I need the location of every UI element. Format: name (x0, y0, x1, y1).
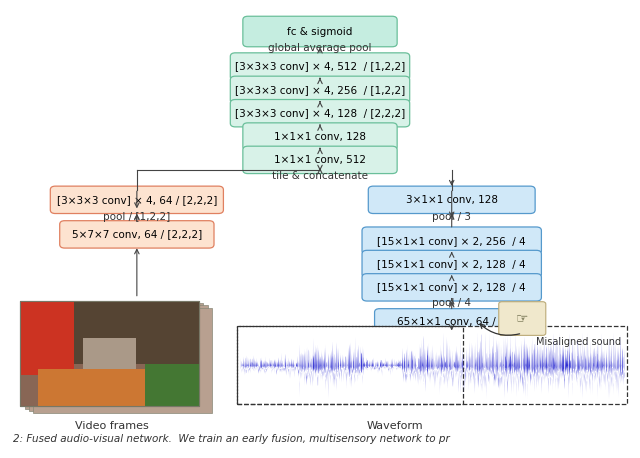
Bar (20, 301, 199, 406)
FancyBboxPatch shape (374, 309, 529, 336)
Text: [3×3×3 conv] × 4, 256  / [1,2,2]: [3×3×3 conv] × 4, 256 / [1,2,2] (235, 85, 405, 95)
Text: [15×1×1 conv] × 2, 128  / 4: [15×1×1 conv] × 2, 128 / 4 (378, 259, 526, 269)
Bar (33, 308, 212, 413)
Text: Video frames: Video frames (75, 421, 148, 431)
Text: pool / 4: pool / 4 (432, 298, 471, 308)
FancyBboxPatch shape (230, 53, 410, 80)
Text: Waveform: Waveform (367, 421, 424, 431)
Bar (29, 305, 208, 411)
Bar (20, 301, 199, 406)
FancyBboxPatch shape (51, 186, 223, 213)
FancyBboxPatch shape (368, 186, 535, 213)
FancyBboxPatch shape (230, 99, 410, 127)
Text: fc & sigmoid: fc & sigmoid (287, 27, 353, 37)
FancyBboxPatch shape (499, 302, 546, 335)
Bar (38, 369, 199, 406)
Text: 1×1×1 conv, 512: 1×1×1 conv, 512 (274, 155, 366, 165)
Text: ☞: ☞ (516, 311, 529, 326)
FancyBboxPatch shape (362, 274, 541, 301)
Text: global average pool: global average pool (268, 43, 372, 53)
FancyBboxPatch shape (243, 16, 397, 47)
Bar (145, 364, 199, 406)
FancyBboxPatch shape (230, 76, 410, 104)
Bar (74, 301, 199, 364)
Text: 1×1×1 conv, 128: 1×1×1 conv, 128 (274, 131, 366, 142)
FancyBboxPatch shape (243, 146, 397, 174)
Text: [3×3×3 conv] × 4, 128  / [2,2,2]: [3×3×3 conv] × 4, 128 / [2,2,2] (235, 108, 405, 118)
Text: 65×1×1 conv, 64 / 4: 65×1×1 conv, 64 / 4 (397, 317, 506, 327)
Text: [3×3×3 conv] × 4, 64 / [2,2,2]: [3×3×3 conv] × 4, 64 / [2,2,2] (57, 195, 217, 205)
Text: [15×1×1 conv] × 2, 256  / 4: [15×1×1 conv] × 2, 256 / 4 (378, 236, 526, 245)
Text: tile & concatenate: tile & concatenate (272, 171, 368, 181)
Bar (24, 303, 204, 409)
Text: pool / 3: pool / 3 (432, 212, 471, 222)
Bar (20, 301, 74, 375)
FancyBboxPatch shape (237, 326, 627, 404)
Text: 3×1×1 conv, 128: 3×1×1 conv, 128 (406, 195, 498, 205)
Bar (83, 338, 136, 369)
Text: Misaligned sound: Misaligned sound (536, 337, 621, 347)
Text: [3×3×3 conv] × 4, 512  / [1,2,2]: [3×3×3 conv] × 4, 512 / [1,2,2] (235, 61, 405, 71)
Text: pool / [1,2,2]: pool / [1,2,2] (103, 212, 170, 222)
Text: 5×7×7 conv, 64 / [2,2,2]: 5×7×7 conv, 64 / [2,2,2] (72, 229, 202, 240)
FancyBboxPatch shape (60, 221, 214, 248)
Text: [15×1×1 conv] × 2, 128  / 4: [15×1×1 conv] × 2, 128 / 4 (378, 282, 526, 292)
FancyBboxPatch shape (243, 123, 397, 150)
FancyBboxPatch shape (362, 227, 541, 254)
Text: 2: Fused audio-visual network.  We train an early fusion, multisensory network t: 2: Fused audio-visual network. We train … (13, 434, 449, 443)
FancyBboxPatch shape (362, 251, 541, 278)
Bar (20, 301, 199, 406)
